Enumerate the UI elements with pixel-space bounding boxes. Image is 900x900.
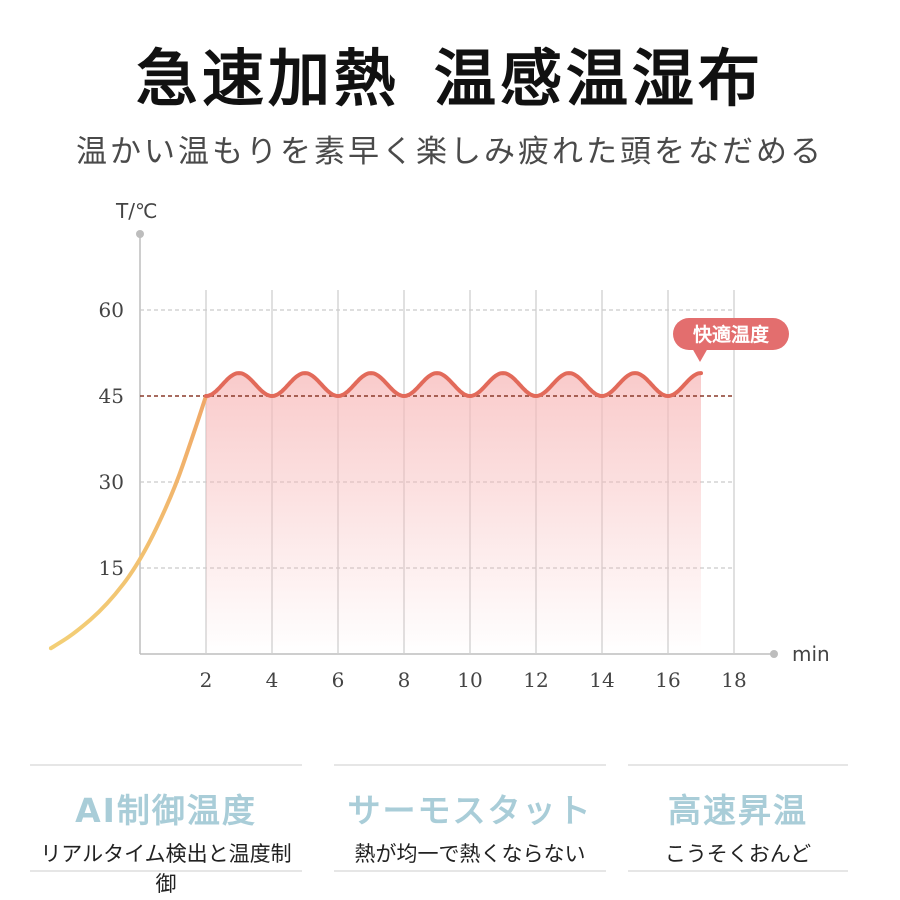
callout-bubble (673, 318, 789, 350)
page-subtitle: 温かい温もりを素早く楽しみ疲れた頭をなだめる (76, 134, 824, 170)
feature-thermostat: サーモスタット 熱が均一で熱くならない (334, 764, 606, 872)
feature-ai-control: AI制御温度 リアルタイム検出と温度制御 (30, 764, 302, 896)
x-tick-label: 16 (655, 668, 680, 692)
y-tick-label: 60 (99, 298, 124, 322)
x-tick-label: 6 (332, 668, 345, 692)
x-tick-label: 4 (266, 668, 279, 692)
x-tick-label: 2 (200, 668, 213, 692)
x-tick-label: 10 (457, 668, 482, 692)
x-tick-label: 8 (398, 668, 411, 692)
feature-title: 高速昇温 (668, 791, 808, 830)
heating-curve-line (48, 394, 208, 651)
x-tick-label: 12 (523, 668, 548, 692)
comfort-area-fill (206, 373, 701, 654)
page-title: 急速加熱 温感温湿布 (0, 28, 900, 118)
comfort-temperature-callout: 快適温度 (673, 318, 789, 362)
x-axis-end-dot (770, 650, 778, 658)
feature-description: リアルタイム検出と温度制御 (40, 842, 292, 896)
feature-title: サーモスタット (347, 791, 593, 830)
temperature-hold-line (204, 371, 703, 398)
x-axis-label: min (792, 642, 830, 666)
feature-title: AI制御温度 (75, 791, 257, 830)
x-tick-label: 18 (721, 668, 746, 692)
feature-description: 熱が均一で熱くならない (354, 842, 586, 866)
title-part-2: 温感温湿布 (434, 42, 765, 115)
y-axis-label: T/℃ (115, 199, 157, 223)
title-part-1: 急速加熱 (135, 42, 400, 115)
feature-description: こうそくおんど (664, 842, 812, 866)
y-axis-end-dot (136, 230, 144, 238)
callout-tail (692, 348, 708, 362)
feature-fast-heating: 高速昇温 こうそくおんど (628, 764, 848, 872)
y-tick-label: 15 (99, 556, 124, 580)
callout-text: 快適温度 (693, 323, 770, 346)
y-tick-label: 45 (99, 384, 124, 408)
x-tick-label: 14 (589, 668, 614, 692)
y-tick-label: 30 (99, 470, 124, 494)
